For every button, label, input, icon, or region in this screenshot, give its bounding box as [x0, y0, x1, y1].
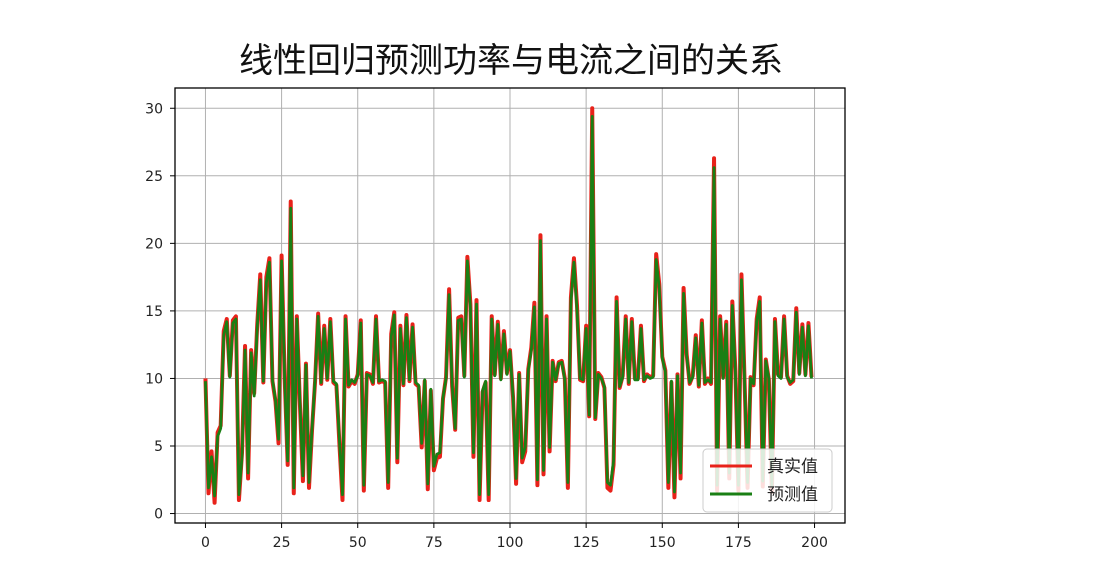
legend-label-true: 真实值 [767, 457, 818, 477]
x-tick-label: 75 [425, 535, 443, 551]
series-line-true-values [203, 106, 814, 505]
legend-label-predicted: 预测值 [767, 485, 818, 505]
x-tick-label: 25 [273, 535, 291, 551]
x-tick-label: 0 [201, 535, 210, 551]
x-tick-label: 200 [801, 535, 828, 551]
y-tick-label: 15 [145, 304, 163, 320]
x-tick-label: 150 [649, 535, 676, 551]
y-tick-label: 25 [145, 169, 163, 185]
x-tick-label: 125 [573, 535, 600, 551]
y-tick-label: 10 [145, 371, 163, 387]
series-lines [203, 106, 814, 505]
y-tick-label: 0 [154, 507, 163, 523]
chart-title: 线性回归预测功率与电流之间的关系 [239, 41, 783, 81]
y-tick-label: 5 [154, 439, 163, 455]
y-tick-label: 20 [145, 236, 163, 252]
x-tick-label: 100 [497, 535, 524, 551]
axis-ticks: 0 25 50 75 100 125 150 175 200 0 5 10 15 20 25 30 [145, 101, 828, 551]
x-tick-label: 175 [725, 535, 752, 551]
y-tick-label: 30 [145, 101, 163, 117]
x-tick-label: 50 [349, 535, 367, 551]
legend: 真实值 预测值 [702, 448, 833, 513]
series-line-predicted-values [204, 114, 813, 498]
